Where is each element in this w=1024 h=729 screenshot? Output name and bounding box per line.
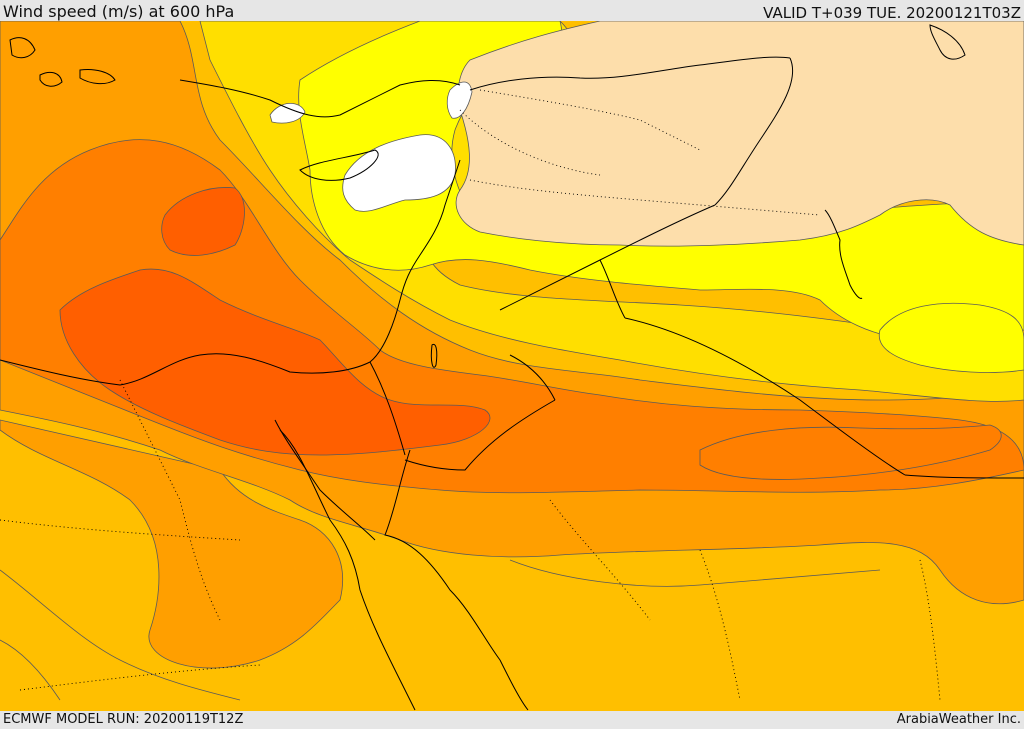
band-strongest [59, 268, 491, 456]
map-title: Wind speed (m/s) at 600 hPa [3, 2, 235, 21]
wind-speed-map [0, 21, 1024, 711]
contour-lines [0, 559, 881, 701]
model-run-label: ECMWF MODEL RUN: 20200119T12Z [3, 712, 244, 727]
band-light-patch-east [878, 302, 1024, 373]
map-canvas [0, 21, 1024, 711]
footer-bar: ECMWF MODEL RUN: 20200119T12Z ArabiaWeat… [0, 711, 1024, 729]
band-strong-southwest [0, 419, 343, 669]
header-bar: Wind speed (m/s) at 600 hPa VALID T+039 … [0, 0, 1024, 22]
calm-patch-levant [342, 134, 456, 212]
calm-patch-coast [446, 81, 473, 119]
credit-label: ArabiaWeather Inc. [896, 712, 1021, 727]
coastlines [0, 24, 966, 711]
valid-time-label: VALID T+039 TUE. 20200121T03Z [763, 4, 1021, 22]
borders [0, 89, 941, 701]
band-strongest-north [161, 187, 245, 256]
band-strongest-east [699, 424, 1002, 480]
band-weak [455, 21, 1024, 247]
national-borders [369, 56, 1024, 479]
